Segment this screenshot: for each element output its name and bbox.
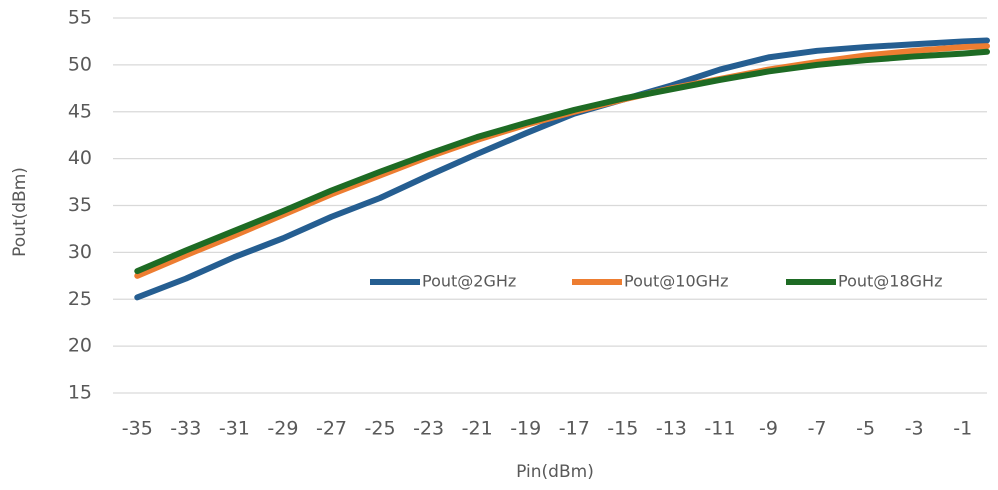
x-tick-label: -7: [808, 418, 827, 440]
y-tick-label: 15: [68, 382, 92, 404]
legend-label: Pout@18GHz: [838, 272, 942, 291]
y-axis-label: Pout(dBm): [10, 167, 30, 257]
x-tick-label: -25: [365, 418, 396, 440]
x-tick-label: -3: [905, 418, 924, 440]
x-tick-label: -31: [219, 418, 250, 440]
line-series: [134, 48, 990, 275]
y-tick-label: 45: [68, 100, 92, 122]
x-tick-label: -29: [267, 418, 298, 440]
x-tick-label: -15: [607, 418, 638, 440]
x-tick-label: -17: [559, 418, 590, 440]
y-tick-label: 55: [68, 7, 92, 29]
x-tick-label: -33: [170, 418, 201, 440]
x-tick-label: -1: [953, 418, 972, 440]
line-series: [134, 37, 990, 301]
x-tick-label: -21: [462, 418, 493, 440]
legend-label: Pout@10GHz: [624, 272, 728, 291]
x-tick-label: -27: [316, 418, 347, 440]
line-series: [134, 43, 990, 279]
x-tick-label: -23: [413, 418, 444, 440]
y-tick-label: 35: [68, 194, 92, 216]
x-tick-label: -19: [510, 418, 541, 440]
y-tick-label: 50: [68, 53, 92, 75]
x-tick-label: -9: [759, 418, 778, 440]
y-tick-label: 25: [68, 288, 92, 310]
x-axis-label: Pin(dBm): [516, 462, 594, 482]
y-tick-label: 20: [68, 335, 92, 357]
y-tick-label: 40: [68, 147, 92, 169]
x-tick-label: -5: [856, 418, 875, 440]
x-tick-label: -11: [704, 418, 735, 440]
y-tick-label: 30: [68, 241, 92, 263]
x-tick-label: -13: [656, 418, 687, 440]
legend-label: Pout@2GHz: [422, 272, 516, 291]
x-tick-label: -35: [122, 418, 153, 440]
